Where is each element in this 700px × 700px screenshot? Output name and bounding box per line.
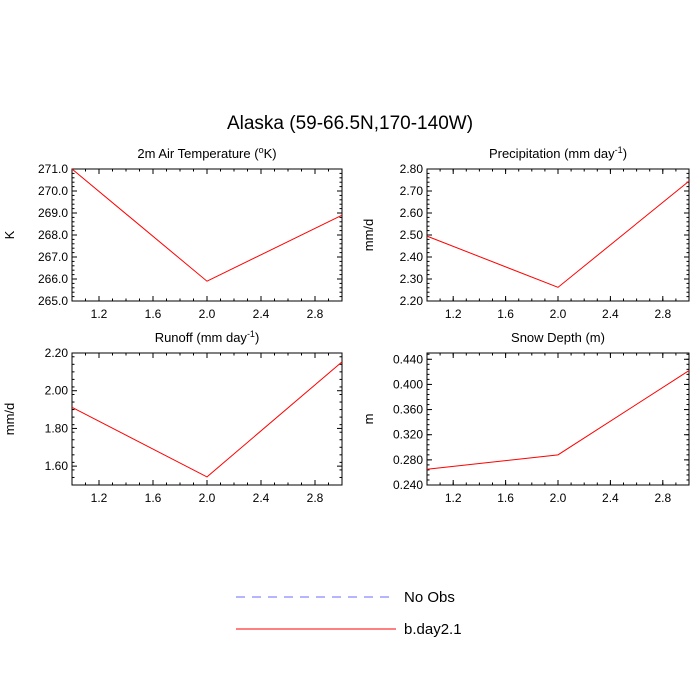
y-tick-label: 0.280 [393,453,423,467]
y-tick-label: 2.50 [400,228,424,242]
x-tick-label: 2.8 [307,307,324,321]
series-line-b-day2-1 [426,180,690,288]
y-tick-label: 0.400 [393,377,423,391]
y-tick-label: 2.40 [400,250,424,264]
panel-air-temperature: 1.2 1.6 2.0 2.4 2.8 265.0 266.0 267.0 268.0 269.0… [2,145,343,321]
x-tick-label: 1.2 [445,307,462,321]
panel-title: Runoff (mm day-1) [155,329,260,345]
panel-title: 2m Air Temperature (oK) [137,145,276,161]
y-tick-label: 2.60 [400,206,424,220]
y-tick-label: 2.20 [400,294,424,308]
y-tick-label: 267.0 [38,250,68,264]
legend-label-b-day2-1: b.day2.1 [404,621,462,638]
y-tick-label: 2.80 [400,162,424,176]
panels: 1.2 1.6 2.0 2.4 2.8 265.0 266.0 267.0 268.0 269.0… [2,145,690,505]
x-tick-label: 1.6 [497,307,514,321]
x-tick-label: 2.8 [654,307,671,321]
x-tick-label: 2.0 [550,491,567,505]
x-tick-label: 2.8 [307,491,324,505]
series-line-b-day2-1 [71,168,343,282]
y-tick-label: 270.0 [38,184,68,198]
legend: No Obs b.day2.1 [236,589,462,638]
x-tick-label: 1.6 [145,307,162,321]
y-tick-label: 0.320 [393,428,423,442]
panel-runoff: 1.2 1.6 2.0 2.4 2.8 1.60 1.80 2.00 2.20 Runoff (m… [2,329,343,505]
y-axis-label: K [2,230,17,239]
panel-title: Precipitation (mm day-1) [489,145,627,161]
y-axis-label: mm/d [361,219,376,252]
panel-snow-depth: 1.2 1.6 2.0 2.4 2.8 0.240 0.280 0.320 0.360 0.400… [361,330,690,505]
x-tick-label: 2.4 [253,307,270,321]
series-line-b-day2-1 [71,361,343,478]
x-tick-label: 2.0 [199,491,216,505]
y-tick-label: 2.00 [45,384,69,398]
panel-title: Snow Depth (m) [511,330,605,345]
y-tick-label: 1.80 [45,421,69,435]
plot-frame [426,168,690,302]
y-tick-label: 269.0 [38,206,68,220]
x-tick-label: 2.4 [253,491,270,505]
y-tick-label: 2.20 [45,346,69,360]
y-axis-label: mm/d [2,403,17,436]
x-tick-label: 2.0 [199,307,216,321]
x-tick-label: 2.8 [654,491,671,505]
legend-label-no-obs: No Obs [404,589,455,606]
y-tick-label: 2.70 [400,184,424,198]
y-tick-label: 268.0 [38,228,68,242]
plot-frame [71,352,343,486]
y-tick-label: 0.360 [393,403,423,417]
y-tick-label: 2.30 [400,272,424,286]
y-axis-label: m [361,414,376,425]
panel-precipitation: 1.2 1.6 2.0 2.4 2.8 2.20 2.30 2.40 2.50 2.60 2.70 2… [361,145,690,321]
x-tick-label: 1.6 [497,491,514,505]
x-tick-label: 2.4 [602,491,619,505]
x-tick-label: 1.2 [91,307,108,321]
y-tick-label: 1.60 [45,459,69,473]
y-tick-label: 266.0 [38,272,68,286]
series-line-b-day2-1 [426,370,690,470]
y-tick-label: 0.440 [393,352,423,366]
x-tick-label: 1.2 [445,491,462,505]
x-tick-label: 1.2 [91,491,108,505]
x-tick-label: 2.4 [602,307,619,321]
x-tick-label: 2.0 [550,307,567,321]
y-tick-label: 271.0 [38,162,68,176]
figure-title: Alaska (59-66.5N,170-140W) [227,113,473,134]
x-tick-label: 1.6 [145,491,162,505]
y-tick-label: 0.240 [393,478,423,492]
y-tick-label: 265.0 [38,294,68,308]
